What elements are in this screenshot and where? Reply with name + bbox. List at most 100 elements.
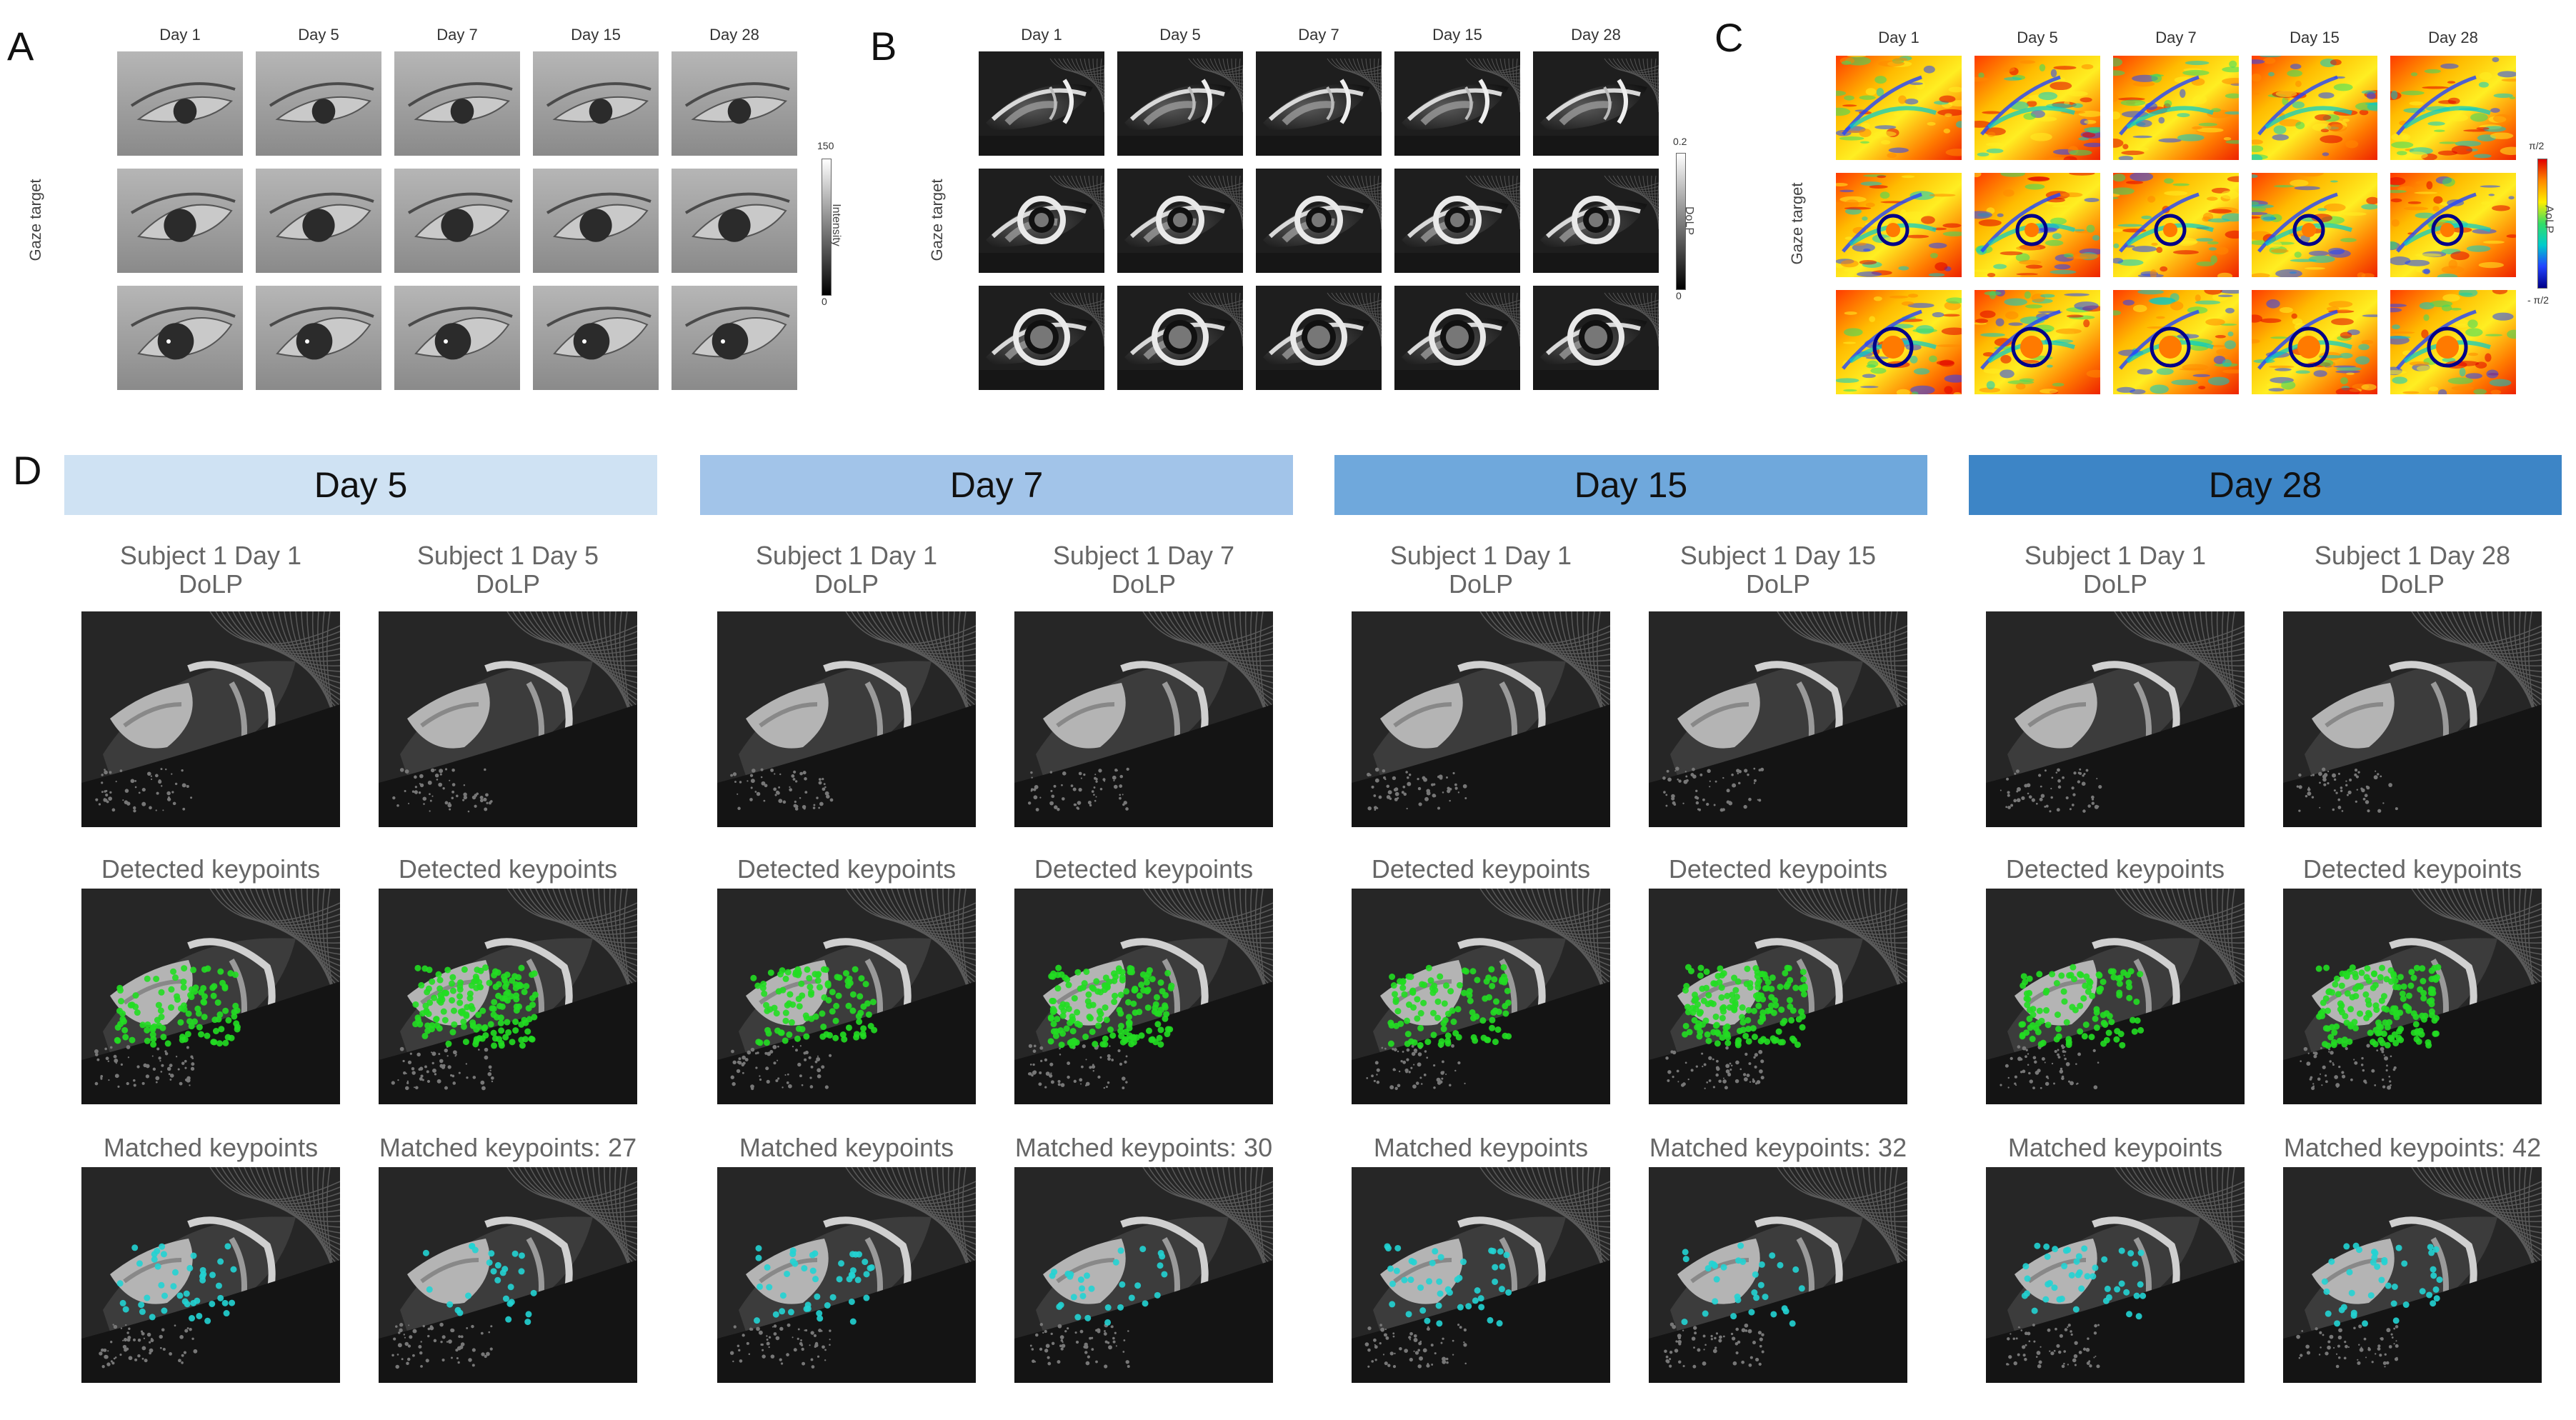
comparison-image-title: Subject 1 Day 1 DoLP xyxy=(755,541,938,599)
matched-keypoints-label: Matched keypoints: 27 xyxy=(379,1133,637,1162)
aolp-eye-image xyxy=(2113,56,2239,160)
dolp-eye-image xyxy=(1117,51,1243,156)
matched-keypoints-image xyxy=(81,1167,340,1383)
matched-keypoints-image xyxy=(1352,1167,1610,1383)
colorbar-min-label: 0 xyxy=(822,296,827,307)
panel-c-day-header: Day 28 xyxy=(2428,29,2478,46)
matched-keypoints-image xyxy=(379,1167,637,1383)
detected-keypoints-image xyxy=(1986,889,2245,1104)
panel-c-day-header: Day 5 xyxy=(2017,29,2058,46)
panel-c-day-header: Day 15 xyxy=(2290,29,2340,46)
intensity-eye-image xyxy=(533,51,659,156)
panel-label-a: A xyxy=(7,24,34,69)
matched-keypoints-image xyxy=(2283,1167,2542,1383)
intensity-eye-image xyxy=(256,286,381,390)
dolp-eye-image xyxy=(1256,286,1382,390)
aolp-eye-image xyxy=(2252,290,2377,394)
comparison-image-title: Subject 1 Day 1 DoLP xyxy=(119,541,302,599)
panel-b-day-header: Day 1 xyxy=(1021,26,1062,44)
aolp-eye-image xyxy=(2390,173,2516,277)
day-group-header: Day 7 xyxy=(700,455,1293,515)
dolp-eye-image xyxy=(979,169,1104,273)
intensity-eye-image xyxy=(533,169,659,273)
detected-keypoints-label: Detected keypoints xyxy=(1034,854,1254,884)
dolp-image xyxy=(2283,611,2542,827)
dolp-image xyxy=(379,611,637,827)
dolp-eye-image xyxy=(1394,51,1520,156)
matched-keypoints-label: Matched keypoints xyxy=(2007,1133,2223,1162)
panel-label-c: C xyxy=(1714,15,1744,60)
detected-keypoints-label: Detected keypoints xyxy=(1371,854,1591,884)
panel-b-day-header: Day 28 xyxy=(1571,26,1621,44)
matched-keypoints-label: Matched keypoints xyxy=(103,1133,319,1162)
intensity-eye-image xyxy=(394,169,520,273)
intensity-eye-image xyxy=(672,169,797,273)
intensity-eye-image xyxy=(256,51,381,156)
dolp-eye-image xyxy=(1533,169,1659,273)
comparison-image-title: Subject 1 Day 28 DoLP xyxy=(2314,541,2511,599)
aolp-eye-image xyxy=(1836,173,1962,277)
day-group-header: Day 28 xyxy=(1969,455,2562,515)
detected-keypoints-label: Detected keypoints xyxy=(2302,854,2522,884)
matched-keypoints-image xyxy=(717,1167,976,1383)
dolp-image xyxy=(1014,611,1273,827)
panel-c-day-header: Day 1 xyxy=(1878,29,1919,46)
matched-keypoints-image xyxy=(1014,1167,1273,1383)
intensity-eye-image xyxy=(672,51,797,156)
colorbar-min-label: 0 xyxy=(1676,290,1682,301)
colorbar-min-label: - π/2 xyxy=(2527,294,2549,306)
aolp-eye-image xyxy=(1975,290,2100,394)
comparison-image-title: Subject 1 Day 15 DoLP xyxy=(1679,541,1877,599)
dolp-eye-image xyxy=(1117,169,1243,273)
colorbar-title: AoLP xyxy=(2542,205,2555,234)
dolp-eye-image xyxy=(1533,286,1659,390)
panel-b-day-header: Day 5 xyxy=(1159,26,1201,44)
panel-a-day-header: Day 15 xyxy=(571,26,621,44)
panel-b-day-header: Day 15 xyxy=(1432,26,1482,44)
aolp-eye-image xyxy=(2113,173,2239,277)
panel-a-day-header: Day 28 xyxy=(709,26,759,44)
detected-keypoints-image xyxy=(1014,889,1273,1104)
dolp-eye-image xyxy=(1256,169,1382,273)
panel-label-d: D xyxy=(13,448,42,493)
dolp-image xyxy=(1352,611,1610,827)
dolp-eye-image xyxy=(1117,286,1243,390)
aolp-colorbar xyxy=(2537,159,2547,289)
matched-keypoints-label: Matched keypoints xyxy=(1373,1133,1589,1162)
aolp-eye-image xyxy=(1836,56,1962,160)
comparison-image-title: Subject 1 Day 7 DoLP xyxy=(1052,541,1235,599)
day-group-header: Day 5 xyxy=(64,455,657,515)
colorbar-max-label: 0.2 xyxy=(1673,136,1687,147)
comparison-image-title: Subject 1 Day 1 DoLP xyxy=(1389,541,1572,599)
matched-keypoints-image xyxy=(1649,1167,1907,1383)
colorbar-title: DoLP xyxy=(1683,206,1696,236)
dolp-eye-image xyxy=(1533,51,1659,156)
dolp-colorbar xyxy=(1676,153,1686,290)
intensity-eye-image xyxy=(117,286,243,390)
comparison-image-title: Subject 1 Day 1 DoLP xyxy=(2024,541,2207,599)
detected-keypoints-image xyxy=(1352,889,1610,1104)
colorbar-max-label: 150 xyxy=(817,140,834,151)
panel-c-day-header: Day 7 xyxy=(2155,29,2197,46)
dolp-image xyxy=(81,611,340,827)
aolp-eye-image xyxy=(2252,56,2377,160)
comparison-image-title: Subject 1 Day 5 DoLP xyxy=(416,541,599,599)
intensity-colorbar xyxy=(822,159,832,296)
aolp-eye-image xyxy=(2390,290,2516,394)
aolp-eye-image xyxy=(1975,56,2100,160)
intensity-eye-image xyxy=(533,286,659,390)
intensity-eye-image xyxy=(117,51,243,156)
aolp-eye-image xyxy=(2390,56,2516,160)
intensity-eye-image xyxy=(117,169,243,273)
matched-keypoints-label: Matched keypoints xyxy=(739,1133,954,1162)
intensity-eye-image xyxy=(256,169,381,273)
colorbar-max-label: π/2 xyxy=(2529,140,2545,151)
panel-label-b: B xyxy=(870,24,897,69)
detected-keypoints-label: Detected keypoints xyxy=(398,854,618,884)
matched-keypoints-label: Matched keypoints: 30 xyxy=(1014,1133,1273,1162)
dolp-eye-image xyxy=(979,51,1104,156)
matched-keypoints-label: Matched keypoints: 42 xyxy=(2283,1133,2542,1162)
aolp-eye-image xyxy=(1836,290,1962,394)
dolp-eye-image xyxy=(1394,169,1520,273)
dolp-image xyxy=(1986,611,2245,827)
